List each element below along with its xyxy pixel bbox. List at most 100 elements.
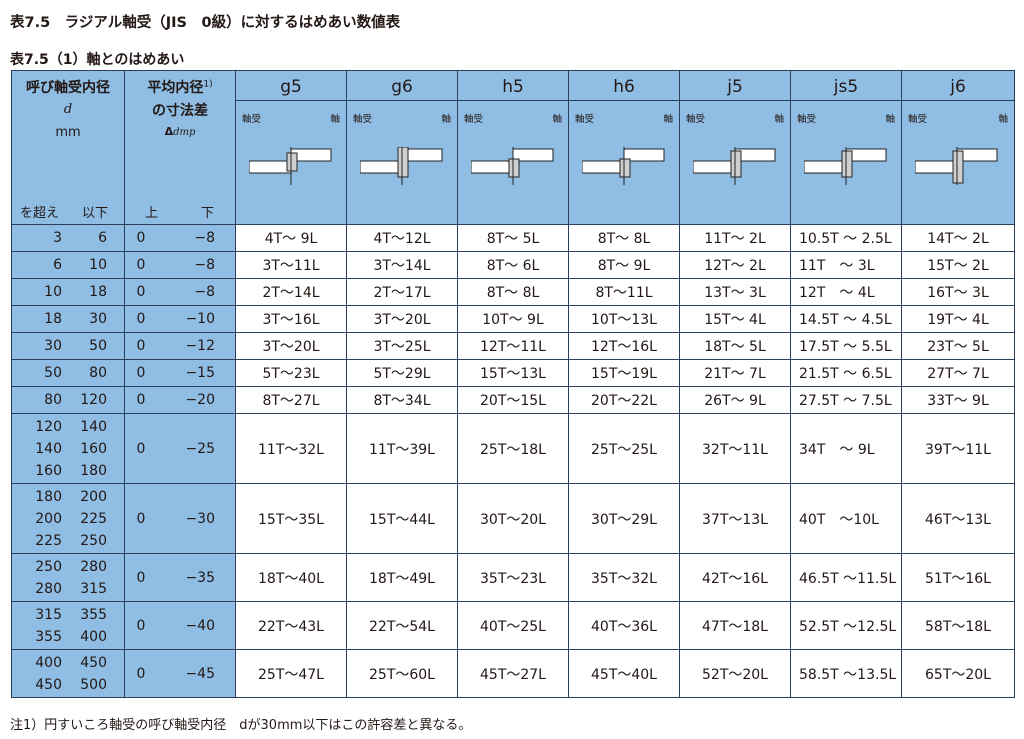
- table-row: 80 120 0 −20 8T～27L 8T～34L 20T～15L 20T～22L 26T～ …: [11, 386, 1015, 414]
- fit-value-j5: 32T～11L: [679, 413, 791, 484]
- fit-value-h5: 30T～20L: [457, 483, 569, 554]
- fit-value-js5: 14.5T ～ 4.5L: [790, 305, 902, 333]
- tol-title-2: の寸法差: [152, 103, 208, 119]
- bore-tolerance-cell: 0 −40: [124, 601, 236, 650]
- fit-value-g5: 22T～43L: [235, 601, 347, 650]
- shaft-label: 軸: [441, 114, 451, 125]
- bore-range-cell: 315 355 355 400: [11, 601, 125, 650]
- fit-value-j5: 12T～ 2L: [679, 251, 791, 279]
- fit-value-j6: 65T～20L: [901, 649, 1015, 698]
- fit-value-g5: 5T～23L: [235, 359, 347, 387]
- bore-range: 6 10: [53, 257, 107, 273]
- bore-range: 180 200: [35, 488, 107, 505]
- fit-diagram-icon: [693, 147, 776, 185]
- fit-diagram-cell: 軸受 軸: [790, 100, 902, 225]
- fit-value-g6: 3T～20L: [346, 305, 458, 333]
- fit-value-g5: 18T～40L: [235, 553, 347, 602]
- lower-deviation: −8: [194, 230, 215, 246]
- bore-range-cell: 30 50: [11, 332, 125, 360]
- bore-symbol: d: [63, 102, 73, 117]
- fit-value-j6: 16T～ 3L: [901, 278, 1015, 306]
- upper-deviation: 0: [136, 510, 146, 527]
- fit-diagram-icon: [804, 147, 887, 185]
- fit-diagram-icon: [582, 147, 665, 185]
- table-subtitle: 表7.5（1）軸とのはめあい: [10, 52, 185, 68]
- upper-deviation: 0: [136, 311, 146, 327]
- lower-deviation: −25: [185, 440, 215, 457]
- bore-range: 225 250: [35, 532, 107, 549]
- fit-value-h6: 25T～25L: [568, 413, 680, 484]
- page-title: 表7.5 ラジアル軸受（JIS 0級）に対するはめあい数値表: [10, 15, 401, 31]
- fit-value-g5: 2T～14L: [235, 278, 347, 306]
- class-header-g5: g5: [235, 70, 347, 101]
- fit-value-h5: 10T～ 9L: [457, 305, 569, 333]
- bore-range: 160 180: [35, 462, 107, 479]
- lower-deviation: −15: [185, 365, 215, 381]
- fit-value-g5: 3T～20L: [235, 332, 347, 360]
- fit-value-h6: 15T～19L: [568, 359, 680, 387]
- upper-deviation: 0: [136, 392, 146, 408]
- fit-value-j5: 13T～ 3L: [679, 278, 791, 306]
- fit-value-js5: 21.5T ～ 6.5L: [790, 359, 902, 387]
- upper-deviation: 0: [136, 440, 146, 457]
- fit-value-h6: 8T～ 9L: [568, 251, 680, 279]
- table-row: 400 450 450 500 0 −45 25T～47L 25T～60L 45T～27L 45T…: [11, 649, 1015, 698]
- fit-value-g5: 11T～32L: [235, 413, 347, 484]
- shaft-label: 軸: [774, 114, 784, 125]
- lower-deviation: −40: [185, 617, 215, 634]
- bore-range: 400 450: [35, 654, 107, 671]
- bore-range: 50 80: [44, 365, 107, 381]
- upper-deviation: 0: [136, 284, 146, 300]
- fit-value-j6: 51T～16L: [901, 553, 1015, 602]
- bore-range: 315 355: [35, 606, 107, 623]
- fit-value-g6: 2T～17L: [346, 278, 458, 306]
- fit-value-js5: 11T ～ 3L: [790, 251, 902, 279]
- fit-diagram-cell: 軸受 軸: [457, 100, 569, 225]
- bore-range-cell: 80 120: [11, 386, 125, 414]
- fit-value-j6: 15T～ 2L: [901, 251, 1015, 279]
- fit-diagram-cell: 軸受 軸: [901, 100, 1015, 225]
- fit-value-j5: 47T～18L: [679, 601, 791, 650]
- bore-range-cell: 50 80: [11, 359, 125, 387]
- fit-value-g6: 3T～25L: [346, 332, 458, 360]
- tol-title-1: 平均内径: [147, 80, 204, 96]
- bore-range: 120 140: [35, 418, 107, 435]
- upper-label: 上: [145, 206, 159, 221]
- bore-tolerance-cell: 0 −20: [124, 386, 236, 414]
- class-header-j6: j6: [901, 70, 1015, 101]
- fit-table: 呼び軸受内径 d mm を超え 以下 平均内径1) の寸法差 Δdmp 上 下 …: [11, 70, 1015, 698]
- class-header-g6: g6: [346, 70, 458, 101]
- table-row: 315 355 355 400 0 −40 22T～43L 22T～54L 40T～25L 40T…: [11, 601, 1015, 650]
- fit-value-j5: 11T～ 2L: [679, 224, 791, 252]
- fit-value-j5: 21T～ 7L: [679, 359, 791, 387]
- bore-range: 10 18: [44, 284, 107, 300]
- over-label: を超え: [20, 206, 60, 221]
- fit-value-j6: 39T～11L: [901, 413, 1015, 484]
- bore-tolerance-cell: 0 −12: [124, 332, 236, 360]
- shaft-label: 軸: [663, 114, 673, 125]
- lower-deviation: −12: [185, 338, 215, 354]
- bore-range: 80 120: [44, 392, 107, 408]
- bore-range-cell: 120 140 140 160 160 180: [11, 413, 125, 484]
- fit-value-js5: 10.5T ～ 2.5L: [790, 224, 902, 252]
- upper-deviation: 0: [136, 257, 146, 273]
- lower-deviation: −45: [185, 665, 215, 682]
- fit-value-h6: 30T～29L: [568, 483, 680, 554]
- fit-value-js5: 27.5T ～ 7.5L: [790, 386, 902, 414]
- fit-value-j5: 42T～16L: [679, 553, 791, 602]
- fit-value-g6: 22T～54L: [346, 601, 458, 650]
- class-header-js5: js5: [790, 70, 902, 101]
- fit-value-g6: 4T～12L: [346, 224, 458, 252]
- fit-value-j5: 26T～ 9L: [679, 386, 791, 414]
- fit-diagram-cell: 軸受 軸: [235, 100, 347, 225]
- bore-range: 140 160: [35, 440, 107, 457]
- fit-value-h5: 8T～ 5L: [457, 224, 569, 252]
- fit-value-h6: 12T～16L: [568, 332, 680, 360]
- incl-label: 以下: [82, 206, 109, 221]
- bearing-label: 軸受: [353, 114, 373, 125]
- bore-unit: mm: [55, 125, 81, 140]
- lower-deviation: −30: [185, 510, 215, 527]
- fit-value-h6: 20T～22L: [568, 386, 680, 414]
- fit-value-j6: 19T～ 4L: [901, 305, 1015, 333]
